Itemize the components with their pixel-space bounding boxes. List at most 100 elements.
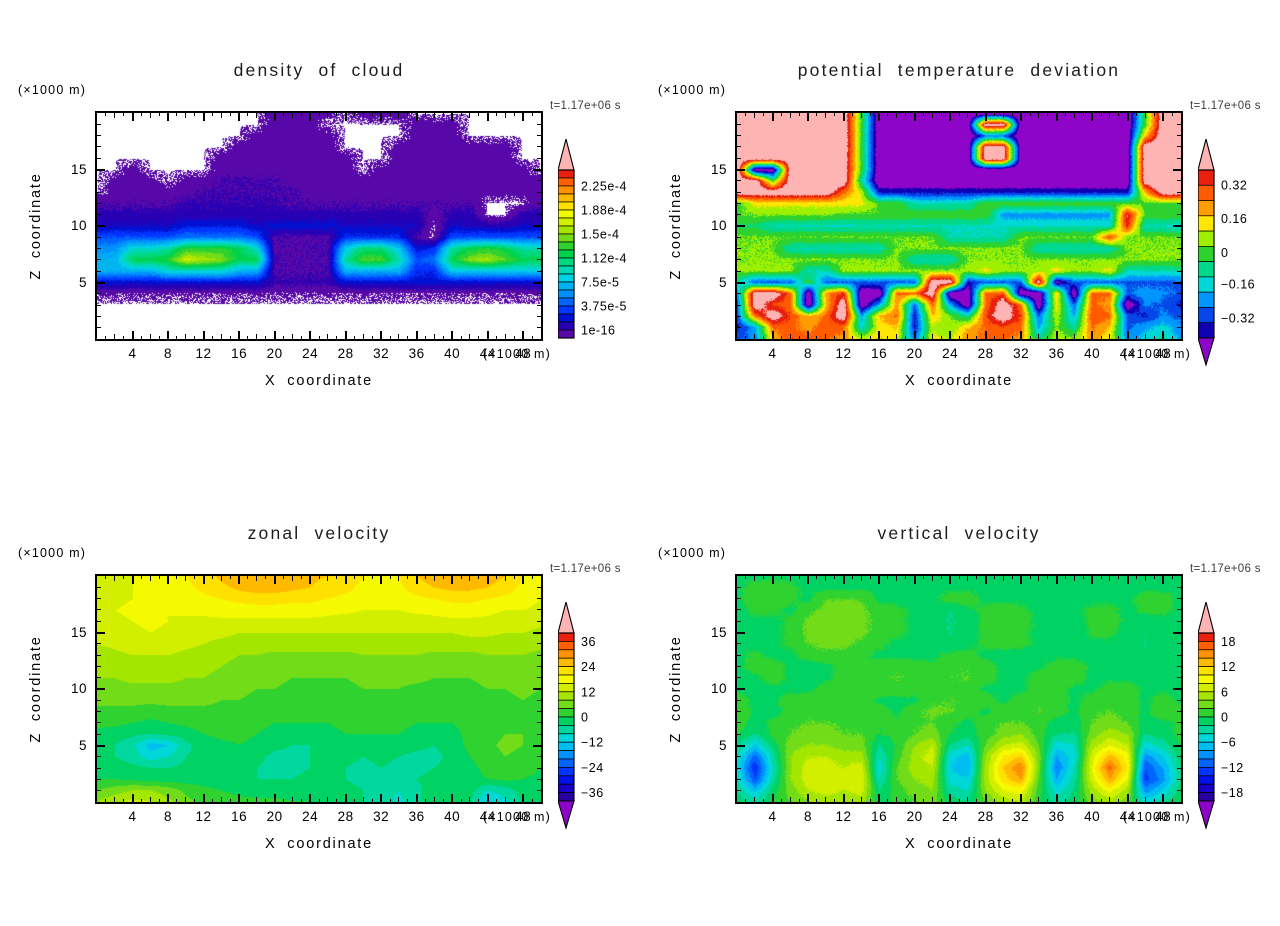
axis-tick [913,794,916,802]
axis-tick [1047,576,1049,579]
axis-tick [282,799,284,802]
axis-tick [433,576,435,581]
axis-tick [1162,794,1165,802]
axis-tick [273,576,276,584]
axis-tick [1011,576,1013,579]
axis-tick [737,180,741,182]
axis-tick [976,799,978,802]
axis-tick [114,576,116,581]
axis-tick [1126,576,1129,584]
axis-tick [478,799,480,802]
axis-tick [389,576,391,579]
axis-tick [825,797,827,802]
axis-tick [1177,665,1181,667]
axis-tick [167,794,170,802]
axis-tick [256,334,258,339]
axis-tick [140,799,142,802]
axis-tick [537,767,541,769]
axis-tick [745,113,747,116]
colorbar-tick-label: −24 [581,761,604,775]
axis-tick [97,214,101,216]
axis-tick [737,598,741,600]
panel-title: vertical velocity [877,523,1041,543]
x-tick-label: 48 [515,346,532,361]
axis-tick [469,334,471,339]
x-tick-label: 32 [1013,346,1030,361]
x-tick-label: 16 [871,809,888,824]
axis-tick [318,336,320,339]
axis-tick [273,794,276,802]
axis-tick [940,576,942,579]
x-tick-label: 36 [408,346,425,361]
axis-tick [949,794,952,802]
axis-tick [1177,304,1181,306]
axis-tick [537,315,541,317]
axis-tick [318,113,320,116]
axis-tick [1162,576,1165,584]
axis-tick [737,778,741,780]
axis-tick [158,113,160,116]
axis-tick [167,576,170,584]
axis-tick [896,334,898,339]
axis-tick [469,113,471,118]
axis-tick [737,146,741,148]
axis-tick [211,799,213,802]
axis-tick [780,799,782,802]
axis-tick [354,113,356,116]
axis-tick [1177,202,1181,204]
axis-tick [291,113,293,118]
axis-tick [105,113,107,116]
axis-tick [398,334,400,339]
x-tick-label: 4 [768,809,777,824]
axis-tick [537,778,541,780]
axis-tick [256,113,258,118]
axis-tick [537,790,541,792]
axis-tick [1091,576,1094,584]
axis-tick [1073,576,1075,581]
axis-tick [533,688,541,690]
axis-tick [496,576,498,579]
axis-tick [389,799,391,802]
axis-tick [158,576,160,579]
x-tick-label: 24 [302,809,319,824]
axis-tick [451,331,454,339]
axis-tick [1020,794,1023,802]
axis-tick [949,576,952,584]
axis-tick [905,113,907,116]
axis-tick [533,281,541,284]
axis-tick [176,799,178,802]
axis-tick [737,722,741,724]
x-tick-label: 16 [871,346,888,361]
axis-tick [737,767,741,769]
axis-tick [869,799,871,802]
axis-tick [220,334,222,339]
axis-tick [949,113,952,121]
axis-tick [309,576,312,584]
axis-tick [537,722,541,724]
axis-tick [940,113,942,116]
axis-tick [816,576,818,579]
z-tick-label: 15 [710,161,727,177]
colorbar-tick-label: −12 [1221,761,1244,775]
axis-tick [913,113,916,121]
axis-tick [1177,315,1181,317]
axis-tick [789,797,791,802]
axis-tick [1002,113,1004,118]
panel-title: zonal velocity [247,523,391,543]
colorbar-tick-label: 1.5e-4 [581,228,619,242]
x-axis-label: X coordinate [264,373,373,389]
axis-tick [825,334,827,339]
axis-tick [905,336,907,339]
colorbar-tick-label: 18 [1221,635,1236,649]
axis-tick [433,334,435,339]
axis-tick [247,576,249,579]
axis-tick [949,331,952,339]
axis-tick [460,336,462,339]
axis-tick [1029,576,1031,579]
axis-tick [745,336,747,339]
axis-tick [229,799,231,802]
axis-tick [398,797,400,802]
axis-tick [869,113,871,116]
axis-tick [220,113,222,118]
axis-tick [425,113,427,116]
